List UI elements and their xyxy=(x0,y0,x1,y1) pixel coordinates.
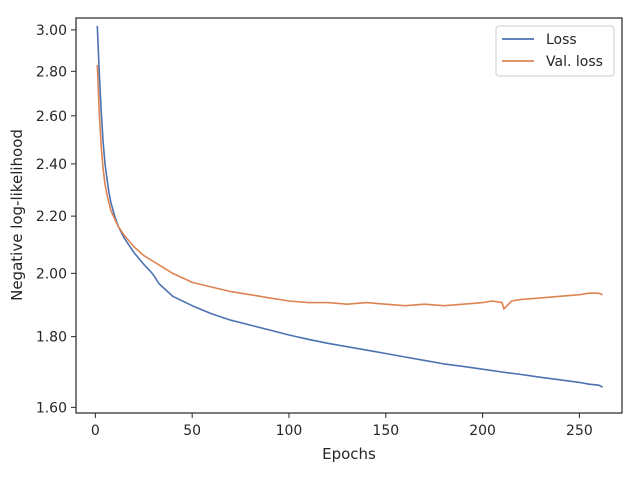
x-tick-label: 50 xyxy=(183,423,201,439)
legend-label: Val. loss xyxy=(546,54,603,70)
series-line-0 xyxy=(96,25,603,388)
y-tick-label: 2.40 xyxy=(36,157,67,173)
x-axis-label: Epochs xyxy=(322,445,376,463)
x-tick-label: 150 xyxy=(372,423,399,439)
y-tick-label: 2.60 xyxy=(36,109,67,125)
y-tick-label: 1.80 xyxy=(36,330,67,346)
x-tick-label: 100 xyxy=(276,423,303,439)
y-tick-label: 1.60 xyxy=(36,400,67,416)
x-tick-label: 0 xyxy=(91,423,100,439)
y-tick-label: 2.80 xyxy=(36,64,67,80)
series-layer xyxy=(96,25,603,388)
y-tick-label: 2.00 xyxy=(36,266,67,282)
y-axis-label: Negative log-likelihood xyxy=(8,129,26,301)
series-line-1 xyxy=(96,64,603,310)
legend: Loss Val. loss xyxy=(495,25,615,77)
legend-label: Loss xyxy=(546,32,577,48)
plot-frame xyxy=(75,17,623,414)
x-axis-ticks: 0 50 100 150 200 250 xyxy=(91,413,593,439)
x-tick-label: 250 xyxy=(566,423,593,439)
y-tick-label: 3.00 xyxy=(36,23,67,39)
y-axis-ticks: 1.60 1.80 2.00 2.20 2.40 2.60 2.80 3.00 xyxy=(36,23,76,416)
y-tick-label: 2.20 xyxy=(36,209,67,225)
x-tick-label: 200 xyxy=(469,423,496,439)
